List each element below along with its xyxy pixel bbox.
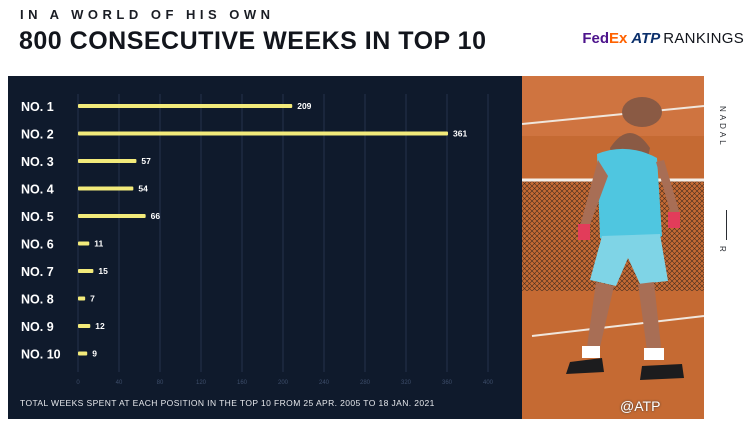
- category-label-9: NO. 10: [21, 348, 61, 362]
- category-label-6: NO. 7: [21, 265, 54, 279]
- bar-0: [78, 104, 293, 108]
- kicker-text: IN A WORLD OF HIS OWN: [20, 7, 275, 22]
- x-tick-label-1: 40: [116, 380, 123, 386]
- value-label-7: 7: [90, 294, 95, 304]
- bar-6: [78, 269, 94, 273]
- x-tick-label-10: 400: [483, 380, 494, 386]
- bar-4: [78, 214, 146, 218]
- x-tick-label-2: 80: [157, 380, 164, 386]
- bar-5: [78, 241, 90, 246]
- weibo-watermark: @ATP: [620, 398, 661, 414]
- logo-rankings: RANKINGS: [663, 30, 744, 47]
- logo-ex: Ex: [609, 30, 628, 47]
- chart-panel: 0 40 80 120 160 200 240 280 320 360 400 NO. 1 209 NO.…: [8, 76, 522, 419]
- logo-fed: Fed: [582, 30, 609, 47]
- bar-9: [78, 351, 88, 356]
- value-label-9: 9: [92, 349, 97, 359]
- x-tick-label-6: 240: [319, 380, 330, 386]
- player-initial: R: [718, 246, 727, 252]
- x-tick-label-8: 320: [401, 380, 412, 386]
- x-tick-label-5: 200: [278, 380, 289, 386]
- category-label-5: NO. 6: [21, 238, 54, 252]
- sidebar-divider: [726, 210, 727, 240]
- category-label-2: NO. 3: [21, 155, 54, 169]
- bar-7: [78, 296, 86, 301]
- chart-footnote: TOTAL WEEKS SPENT AT EACH POSITION IN TH…: [20, 398, 435, 408]
- header: IN A WORLD OF HIS OWN 800 CONSECUTIVE WE…: [0, 0, 754, 76]
- value-label-0: 209: [297, 101, 311, 111]
- bar-3: [78, 186, 134, 191]
- x-tick-label-3: 120: [196, 380, 207, 386]
- category-label-7: NO. 8: [21, 293, 54, 307]
- value-label-5: 11: [94, 239, 103, 249]
- bar-chart: 0 40 80 120 160 200 240 280 320 360 400 NO. 1 209 NO.…: [21, 94, 494, 386]
- x-tick-label-7: 280: [360, 380, 371, 386]
- chart-title: 800 CONSECUTIVE WEEKS IN TOP 10: [19, 27, 487, 55]
- value-label-2: 57: [141, 156, 151, 166]
- value-label-1: 361: [453, 129, 467, 139]
- bar-8: [78, 324, 91, 328]
- value-label-4: 66: [151, 211, 161, 221]
- category-label-3: NO. 4: [21, 183, 54, 197]
- category-label-4: NO. 5: [21, 210, 54, 224]
- player-name-sidebar: NADAL R: [704, 76, 750, 419]
- category-label-8: NO. 9: [21, 320, 54, 334]
- bar-2: [78, 159, 137, 163]
- bar-1: [78, 131, 449, 136]
- category-label-1: NO. 2: [21, 128, 54, 142]
- value-label-8: 12: [95, 321, 105, 331]
- x-tick-label-9: 360: [442, 380, 453, 386]
- player-photo: [522, 76, 704, 419]
- x-tick-label-4: 160: [237, 380, 248, 386]
- x-tick-label-0: 0: [76, 380, 80, 386]
- value-label-3: 54: [138, 184, 148, 194]
- player-surname: NADAL: [718, 106, 727, 148]
- value-label-6: 15: [98, 266, 108, 276]
- player-celebration-image: [522, 76, 704, 419]
- logo-atp: ATP: [631, 30, 661, 47]
- fedex-atp-rankings-logo: FedEx ATP RANKINGS: [582, 30, 744, 47]
- category-label-0: NO. 1: [21, 100, 54, 114]
